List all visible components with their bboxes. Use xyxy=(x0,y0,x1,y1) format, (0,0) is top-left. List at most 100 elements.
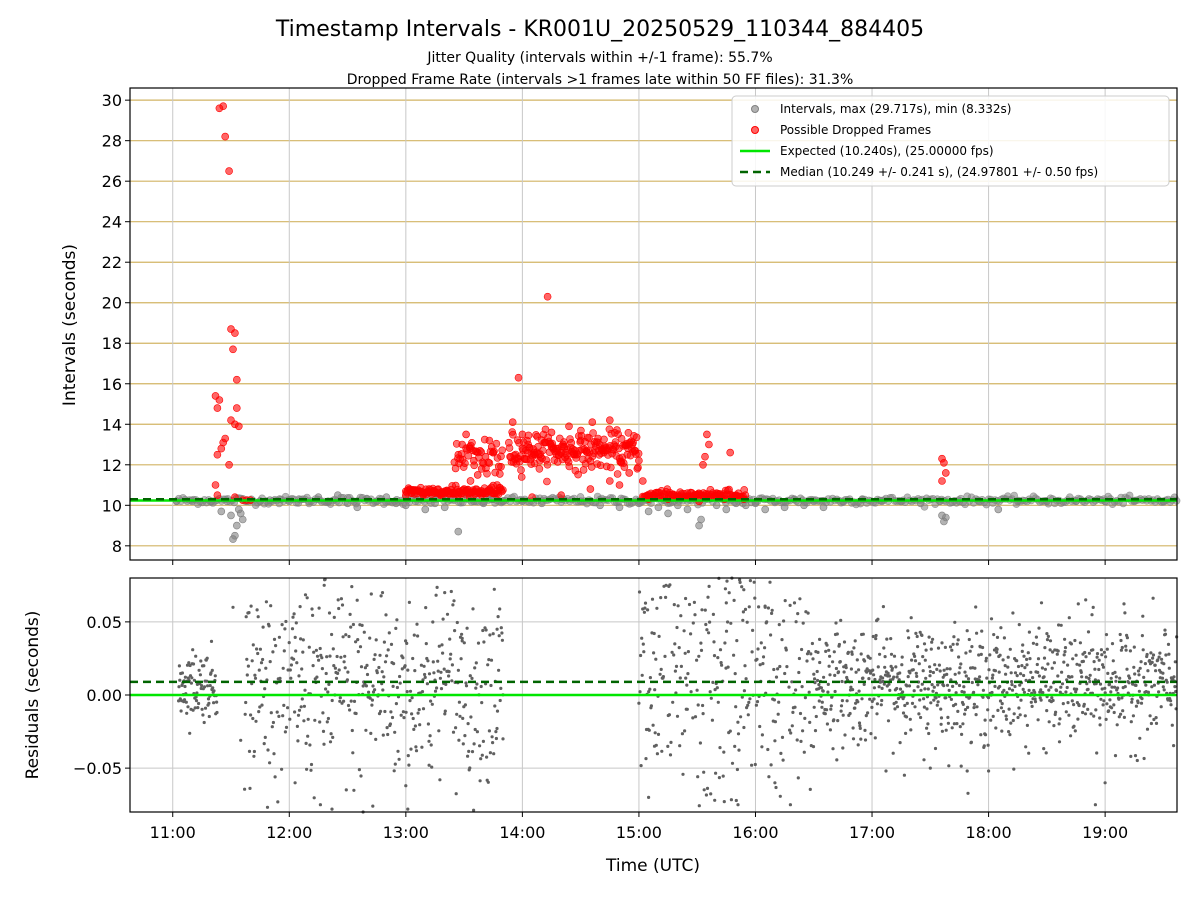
residual-point xyxy=(679,614,683,618)
residual-point xyxy=(957,655,961,659)
residual-point xyxy=(487,658,491,662)
residual-point xyxy=(1110,642,1115,646)
residual-point xyxy=(425,682,429,686)
residual-point xyxy=(1141,614,1145,618)
residual-point xyxy=(1075,662,1079,666)
residual-point xyxy=(920,682,924,686)
dropped-frame-point xyxy=(452,439,461,448)
residual-point xyxy=(383,709,387,714)
residual-point xyxy=(934,696,938,700)
residual-point xyxy=(375,671,379,675)
residual-point xyxy=(1106,671,1110,676)
residual-point xyxy=(778,794,782,798)
residual-point xyxy=(1027,751,1031,755)
residual-point xyxy=(326,690,330,694)
dropped-frame-point xyxy=(233,404,241,412)
legend-expected-label: Expected (10.240s), (25.00000 fps) xyxy=(780,144,994,158)
residual-point xyxy=(500,638,504,642)
dropped-frame-point xyxy=(620,463,629,471)
residual-point xyxy=(324,687,328,691)
residual-point xyxy=(329,732,333,736)
residual-point xyxy=(276,800,280,804)
residual-point xyxy=(772,667,776,672)
residual-point xyxy=(187,661,191,665)
residual-point xyxy=(1101,663,1105,667)
residual-point xyxy=(1132,665,1136,669)
residual-point xyxy=(349,625,353,629)
intervals-y-tick-label: 8 xyxy=(112,537,122,556)
residual-point xyxy=(369,731,373,736)
residual-point xyxy=(1041,691,1045,695)
residual-point xyxy=(305,596,309,600)
residual-point xyxy=(320,667,324,671)
dropped-frame-point xyxy=(462,430,470,439)
residual-point xyxy=(659,667,663,672)
residual-point xyxy=(827,664,831,668)
residual-point xyxy=(199,659,203,663)
residual-point xyxy=(359,774,363,778)
legend-median-label: Median (10.249 +/- 0.241 s), (24.97801 +… xyxy=(780,165,1098,179)
residual-point xyxy=(874,633,878,638)
residual-point xyxy=(378,653,382,657)
residual-point xyxy=(1067,616,1071,620)
residual-point xyxy=(891,751,895,755)
residual-point xyxy=(667,713,672,717)
residual-point xyxy=(1075,687,1079,691)
residual-point xyxy=(1064,690,1068,694)
residual-point xyxy=(818,660,822,665)
residual-point xyxy=(1164,653,1168,657)
residual-point xyxy=(1119,712,1123,716)
residual-point xyxy=(1043,667,1047,671)
residual-point xyxy=(420,690,425,694)
residual-point xyxy=(347,634,351,639)
residual-point xyxy=(1113,754,1118,758)
residual-point xyxy=(1114,675,1118,679)
residual-point xyxy=(1118,632,1122,637)
residual-point xyxy=(364,728,368,732)
residual-point xyxy=(921,655,925,659)
residual-point xyxy=(902,773,907,777)
residual-point xyxy=(293,710,297,714)
residual-point xyxy=(1121,709,1125,713)
residual-point xyxy=(883,665,887,669)
residual-point xyxy=(1083,650,1087,655)
residual-point xyxy=(334,676,339,680)
residual-point xyxy=(252,754,256,758)
residual-point xyxy=(1010,683,1014,687)
residual-point xyxy=(1048,639,1053,643)
residual-point xyxy=(364,684,368,688)
residual-point xyxy=(1028,657,1032,661)
residual-point xyxy=(404,710,408,714)
residual-point xyxy=(295,724,299,729)
dropped-frame-point xyxy=(565,422,573,431)
residual-point xyxy=(1133,754,1138,758)
residual-point xyxy=(374,638,378,642)
residual-point xyxy=(1036,670,1040,675)
residual-point xyxy=(666,744,670,749)
residual-point xyxy=(1097,667,1101,672)
residual-point xyxy=(776,712,780,716)
residuals-panel: 0.050.00−0.05 11:00 12:00 13:00 14:00 15:00 1… xyxy=(23,576,1179,842)
residual-point xyxy=(410,696,414,700)
residual-point xyxy=(332,615,336,620)
residual-point xyxy=(451,730,456,734)
residual-point xyxy=(652,631,656,636)
residual-point xyxy=(986,708,990,712)
residual-point xyxy=(206,697,211,701)
residual-point xyxy=(1066,701,1070,705)
residual-point xyxy=(732,598,736,603)
residual-point xyxy=(652,651,656,655)
residual-point xyxy=(274,644,278,648)
residual-point xyxy=(1059,685,1063,689)
residual-point xyxy=(737,748,741,752)
residual-point xyxy=(197,668,201,672)
interval-point xyxy=(722,505,731,514)
residual-point xyxy=(268,660,272,664)
residual-point xyxy=(773,739,777,743)
dropped-frame-point xyxy=(495,470,504,478)
residual-point xyxy=(978,675,982,679)
residual-point xyxy=(679,664,684,669)
residual-point xyxy=(1017,706,1021,710)
residual-point xyxy=(929,701,933,705)
residual-point xyxy=(801,729,805,733)
